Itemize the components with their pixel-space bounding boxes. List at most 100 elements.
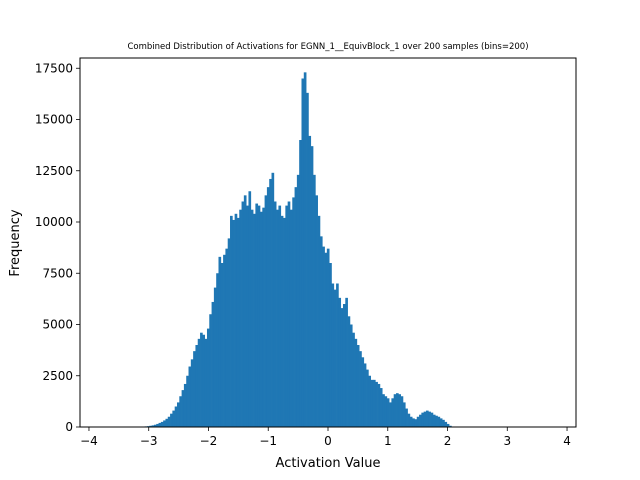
- histogram-bar: [262, 207, 265, 427]
- histogram-bar: [398, 394, 401, 427]
- histogram-bar: [428, 411, 431, 428]
- histogram-bar: [340, 308, 344, 427]
- histogram-bar: [292, 197, 295, 427]
- histogram-bar: [239, 209, 242, 427]
- histogram-bar: [266, 187, 270, 427]
- histogram-bar: [209, 314, 212, 427]
- histogram-bar: [347, 316, 351, 427]
- histogram-bar: [227, 238, 231, 427]
- histogram-bar: [366, 369, 369, 427]
- histogram-bar: [372, 379, 376, 427]
- histogram-bar: [359, 351, 362, 427]
- chart-title: Combined Distribution of Activations for…: [127, 42, 528, 52]
- histogram-bar: [326, 248, 330, 427]
- histogram-bar: [296, 174, 300, 427]
- y-tick-label: 12500: [35, 164, 73, 178]
- y-tick-label: 0: [65, 420, 73, 434]
- histogram-bar: [379, 388, 383, 427]
- histogram-bar: [336, 283, 339, 427]
- histogram-bar: [234, 213, 238, 427]
- histogram-bar: [319, 236, 323, 427]
- histogram-bar: [416, 416, 420, 427]
- histogram-bar: [149, 425, 152, 427]
- histogram-bar: [283, 217, 286, 427]
- histogram-bar: [370, 379, 374, 427]
- histogram-bar: [363, 363, 367, 427]
- histogram-bar: [412, 418, 415, 427]
- histogram-bar: [338, 297, 342, 427]
- histogram-bar: [329, 263, 332, 427]
- histogram-bar: [386, 398, 390, 427]
- histogram-bar: [437, 416, 441, 427]
- histogram-bar: [183, 383, 187, 427]
- histogram-bar: [213, 287, 217, 427]
- histogram-bar: [405, 408, 408, 427]
- histogram-bar: [425, 410, 429, 427]
- y-tick-label: 15000: [35, 113, 73, 127]
- histogram-bar: [243, 195, 247, 427]
- y-tick-label: 17500: [35, 61, 73, 75]
- histogram-bar: [407, 413, 411, 427]
- histogram-bar: [368, 375, 371, 427]
- y-axis-ticks: 0 2500 5000 7500 10000 12500 15000 17500: [35, 61, 80, 434]
- histogram-bar: [299, 140, 302, 427]
- histogram-bar: [158, 422, 162, 427]
- histogram-bar: [165, 418, 169, 427]
- histogram-bar: [432, 414, 436, 427]
- histogram-bar: [289, 209, 293, 427]
- histogram-bar: [310, 146, 314, 427]
- histogram-bar: [174, 406, 178, 427]
- histogram-bar: [389, 402, 392, 427]
- histogram-bar: [322, 246, 325, 427]
- histogram-bar: [331, 283, 335, 427]
- histogram-bar: [382, 394, 385, 427]
- histogram-bar: [197, 338, 201, 427]
- x-tick-label: 1: [384, 434, 392, 448]
- histogram-bar: [241, 201, 245, 427]
- x-tick-label: −4: [80, 434, 98, 448]
- histogram-bar: [391, 398, 395, 427]
- histogram-bar: [342, 304, 346, 427]
- x-tick-label: −1: [259, 434, 277, 448]
- histogram-bar: [444, 421, 448, 428]
- histogram-bar: [375, 381, 378, 427]
- y-tick-label: 10000: [35, 215, 73, 229]
- histogram-bar: [271, 172, 275, 427]
- histogram-bar: [287, 201, 291, 427]
- histogram-bar: [313, 174, 316, 427]
- histogram-bar: [419, 414, 422, 427]
- histogram-bar: [218, 256, 222, 427]
- histogram-bar: [248, 191, 252, 427]
- histogram-bar: [250, 209, 254, 427]
- histogram-bar: [278, 205, 282, 427]
- histogram-bar: [356, 345, 360, 427]
- histogram-bars: [137, 72, 454, 428]
- histogram-bar: [303, 72, 307, 427]
- histogram-bar: [393, 394, 397, 427]
- histogram-bar: [396, 393, 399, 427]
- histogram-bar: [167, 416, 171, 427]
- histogram-bar: [225, 248, 229, 427]
- histogram-bar: [333, 289, 337, 427]
- histogram-bar: [269, 178, 272, 427]
- histogram-bar: [153, 424, 157, 427]
- histogram-bar: [193, 351, 196, 427]
- histogram-bar: [400, 396, 404, 427]
- histogram-bar: [211, 301, 215, 427]
- histogram-bar: [206, 328, 210, 427]
- histogram-bar: [230, 215, 233, 427]
- histogram-bar: [202, 334, 206, 427]
- histogram-bar: [200, 332, 203, 427]
- histogram-bar: [308, 135, 312, 427]
- histogram-bar: [236, 217, 240, 427]
- x-tick-label: 2: [444, 434, 452, 448]
- histogram-bar: [377, 383, 381, 427]
- histogram-bar: [409, 416, 413, 427]
- histogram-bar: [264, 195, 268, 427]
- histogram-bar: [232, 219, 235, 427]
- y-tick-label: 7500: [42, 266, 73, 280]
- histogram-bar: [352, 332, 355, 427]
- histogram-bar: [195, 345, 199, 427]
- histogram-bar: [442, 419, 445, 427]
- histogram-bar: [276, 209, 279, 427]
